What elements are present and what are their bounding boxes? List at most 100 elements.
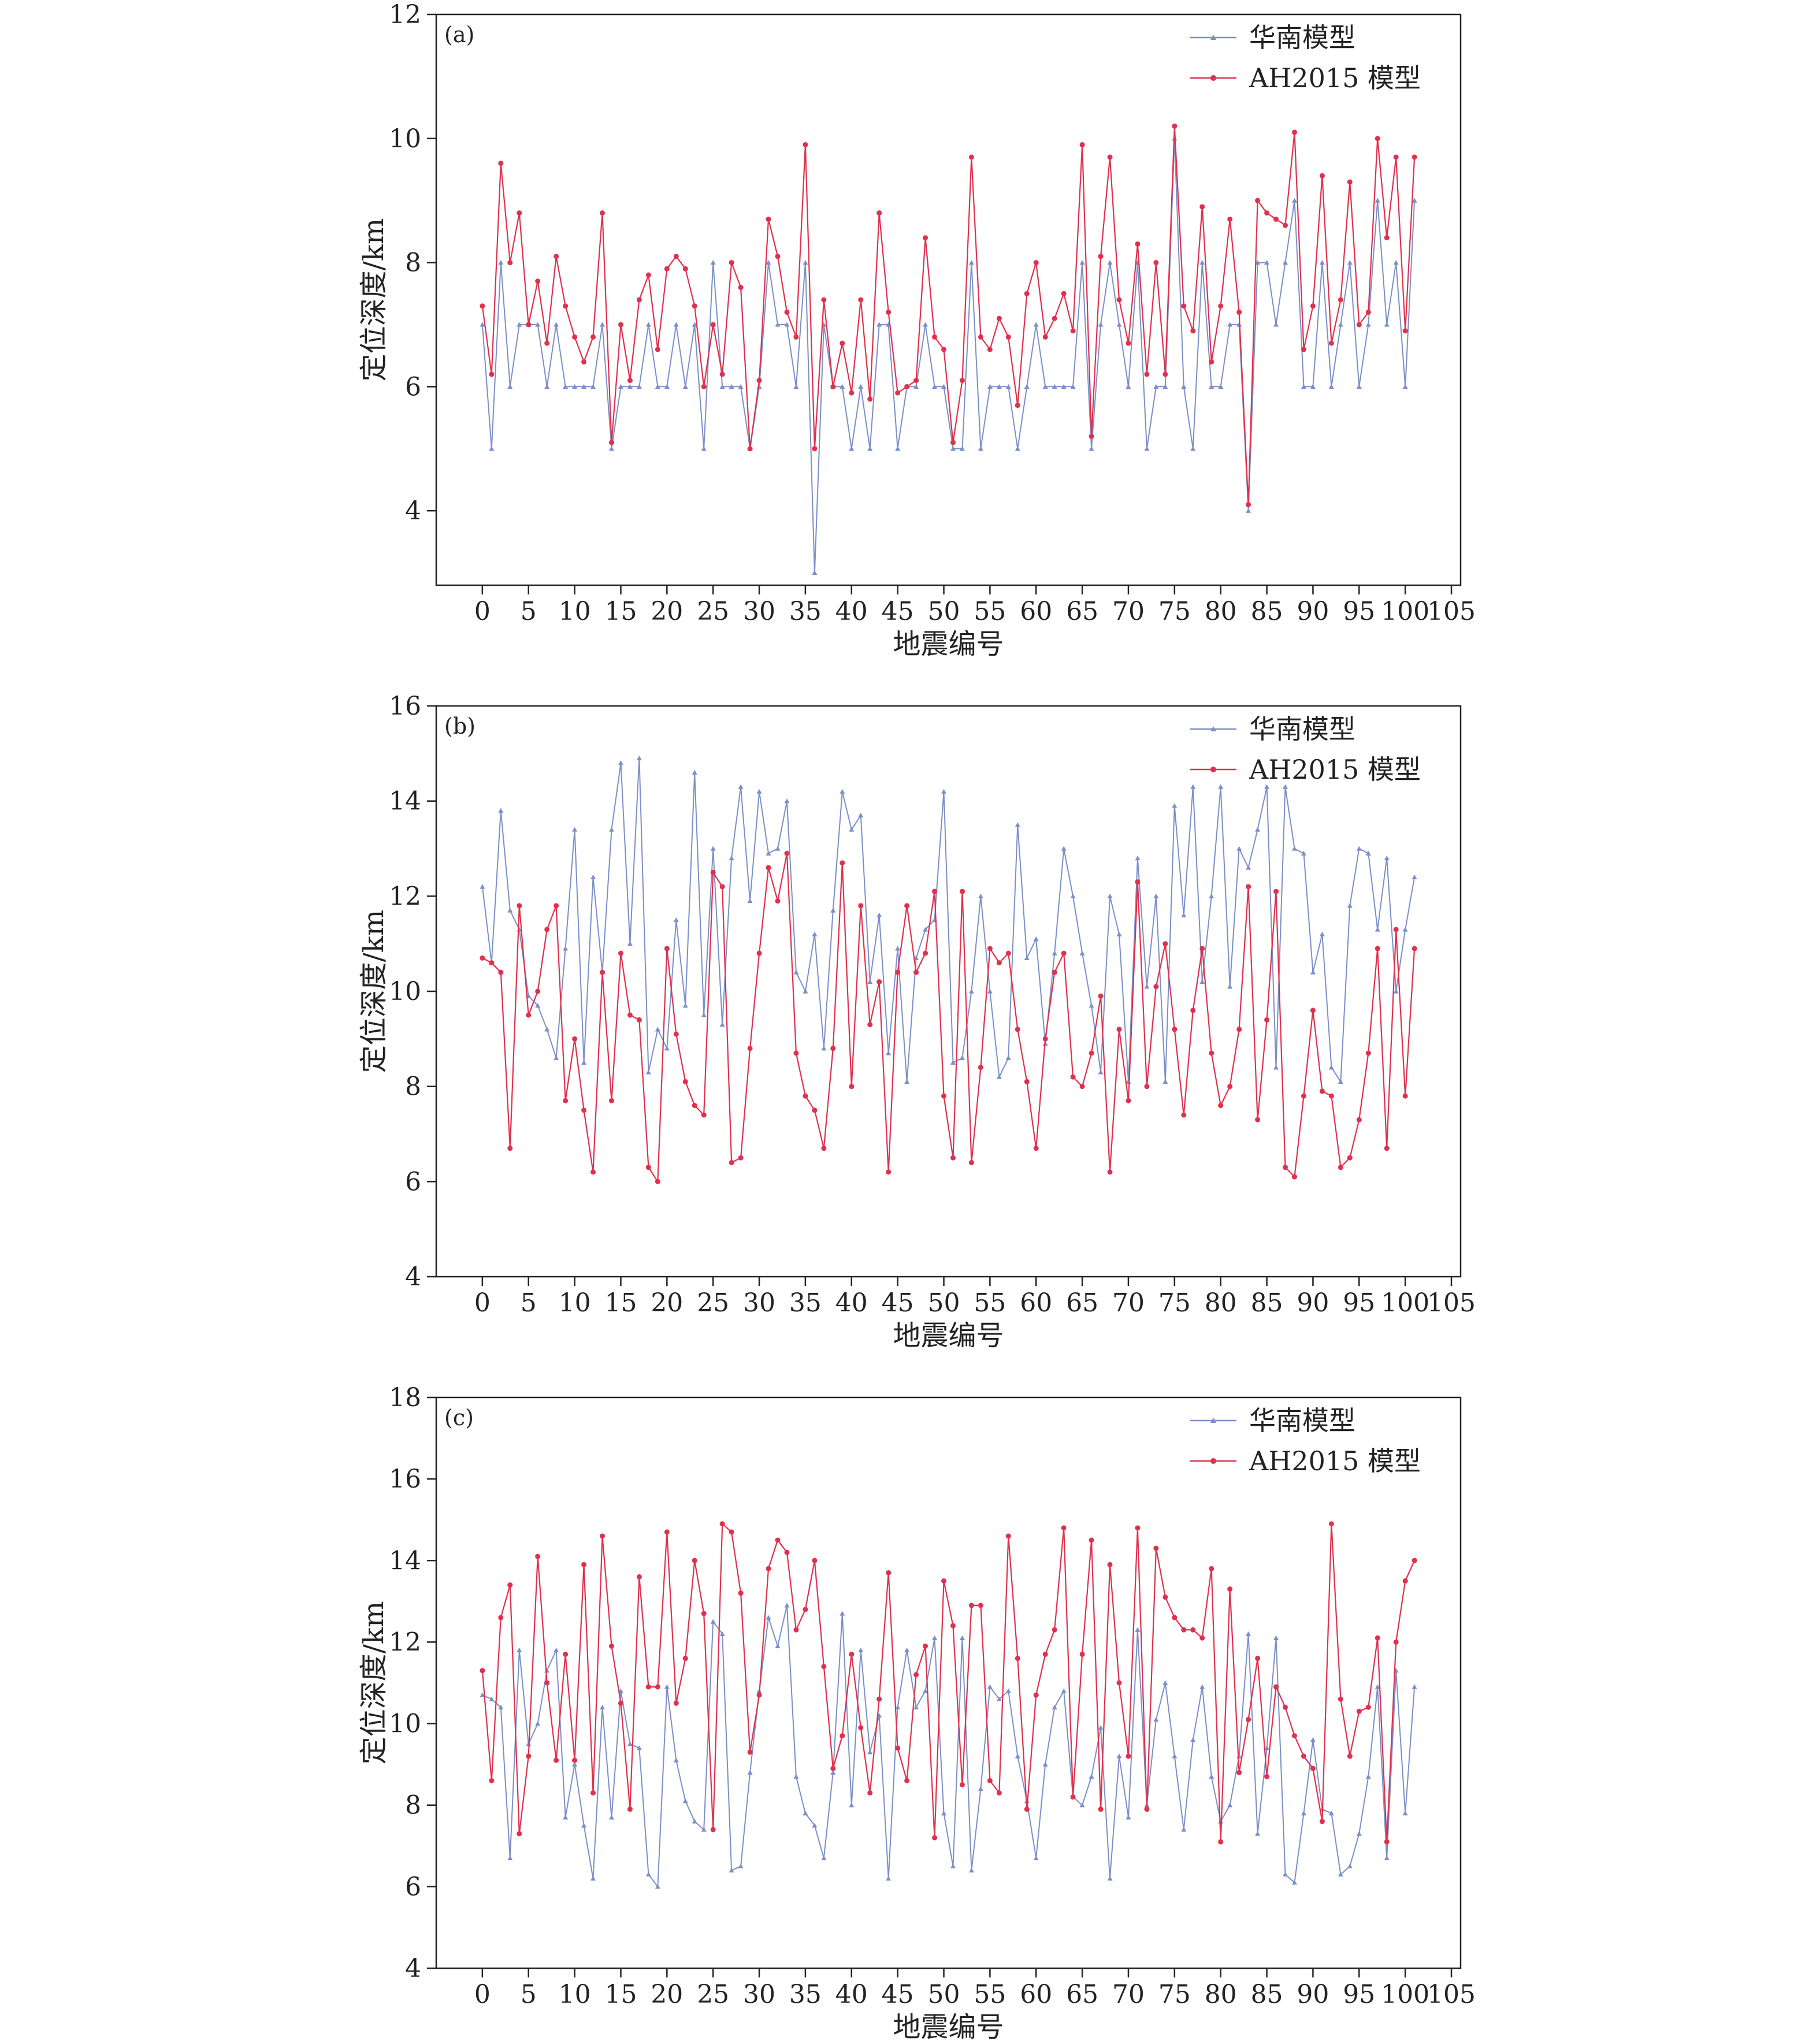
data-point: [563, 303, 569, 309]
y-tick-label: 14: [389, 787, 421, 816]
data-point: [1412, 1684, 1417, 1689]
data-point: [793, 384, 799, 389]
data-point: [941, 1093, 947, 1099]
data-point: [1393, 154, 1399, 160]
data-point: [1255, 1117, 1261, 1122]
x-tick-label: 35: [789, 597, 822, 626]
data-point: [996, 1696, 1002, 1701]
data-point: [627, 941, 633, 946]
data-point: [1033, 1146, 1039, 1151]
data-point: [692, 1819, 697, 1824]
data-point: [544, 384, 550, 389]
data-point: [923, 927, 928, 932]
data-point: [830, 1769, 836, 1775]
data-point: [627, 1806, 633, 1812]
x-tick-label: 60: [1020, 1980, 1052, 2009]
data-point: [996, 1790, 1002, 1796]
legend-entry: AH2015 模型: [1249, 1445, 1421, 1477]
data-point: [904, 1778, 910, 1783]
data-point: [1255, 1831, 1261, 1836]
data-point: [1052, 969, 1057, 975]
data-point: [581, 1823, 587, 1828]
legend-marker: [1210, 767, 1216, 772]
x-tick-label: 30: [743, 597, 775, 626]
data-point: [673, 322, 679, 327]
data-point: [1375, 1635, 1380, 1641]
data-point: [719, 884, 725, 890]
y-tick-label: 10: [389, 1709, 421, 1739]
data-point: [950, 1623, 956, 1629]
x-tick-label: 55: [974, 597, 1006, 626]
data-point: [1264, 1745, 1270, 1750]
data-point: [1328, 1810, 1334, 1816]
data-point: [1015, 1027, 1020, 1032]
x-tick-label: 105: [1427, 1980, 1476, 2009]
data-point: [803, 1810, 808, 1816]
data-point: [1393, 260, 1399, 265]
data-point: [636, 384, 642, 389]
x-tick-label: 80: [1205, 597, 1237, 626]
data-point: [719, 384, 725, 389]
data-point: [1255, 198, 1261, 203]
data-point: [1190, 1008, 1196, 1013]
data-point: [867, 446, 873, 451]
data-point: [1033, 260, 1039, 266]
legend: 华南模型 AH2015 模型: [1190, 713, 1421, 785]
x-tick-label: 105: [1427, 1288, 1476, 1318]
data-point: [1089, 1774, 1094, 1779]
data-point: [1172, 803, 1178, 808]
data-point: [1356, 322, 1362, 328]
data-point: [480, 303, 485, 309]
data-point: [1375, 198, 1380, 203]
data-point: [876, 979, 882, 985]
data-point: [766, 865, 771, 871]
data-point: [904, 903, 910, 909]
data-point: [1402, 1578, 1408, 1584]
x-tick-label: 75: [1158, 1288, 1191, 1318]
data-point: [618, 1700, 623, 1706]
data-point: [1107, 1562, 1113, 1567]
data-point: [1338, 322, 1343, 327]
data-point: [572, 827, 578, 832]
data-point: [1218, 1103, 1224, 1109]
y-tick-label: 18: [389, 1383, 421, 1412]
data-point: [655, 384, 660, 389]
data-point: [627, 384, 633, 389]
y-tick-label: 14: [389, 1546, 421, 1575]
data-point: [775, 898, 781, 904]
data-point: [1135, 855, 1141, 861]
data-point: [1283, 260, 1288, 265]
data-point: [1098, 254, 1104, 259]
data-point: [498, 1615, 504, 1620]
data-point: [793, 1774, 799, 1779]
data-point: [858, 812, 864, 817]
data-point: [572, 1036, 578, 1042]
data-point: [913, 378, 919, 384]
data-point: [876, 210, 882, 216]
data-point: [1116, 1680, 1122, 1686]
data-point: [941, 789, 947, 794]
data-point: [590, 1790, 596, 1796]
data-point: [535, 322, 541, 327]
data-point: [1052, 950, 1057, 956]
data-point: [1347, 903, 1353, 908]
data-point: [1144, 371, 1150, 377]
data-point: [886, 1570, 892, 1575]
data-point: [793, 1627, 799, 1633]
data-point: [1365, 309, 1371, 315]
data-point: [1144, 1806, 1150, 1812]
data-point: [1135, 241, 1141, 247]
data-point: [1209, 1050, 1214, 1056]
data-point: [480, 955, 485, 961]
data-point: [701, 384, 707, 389]
data-point: [803, 260, 808, 265]
x-tick-label: 0: [474, 1980, 491, 2009]
data-point: [840, 384, 845, 389]
data-point: [1356, 1117, 1362, 1122]
x-tick-label: 0: [474, 597, 491, 626]
x-tick-label: 95: [1343, 1980, 1375, 2009]
data-point: [1089, 1003, 1094, 1008]
data-point: [1190, 446, 1196, 451]
data-point: [1347, 1155, 1353, 1161]
data-point: [590, 874, 596, 879]
